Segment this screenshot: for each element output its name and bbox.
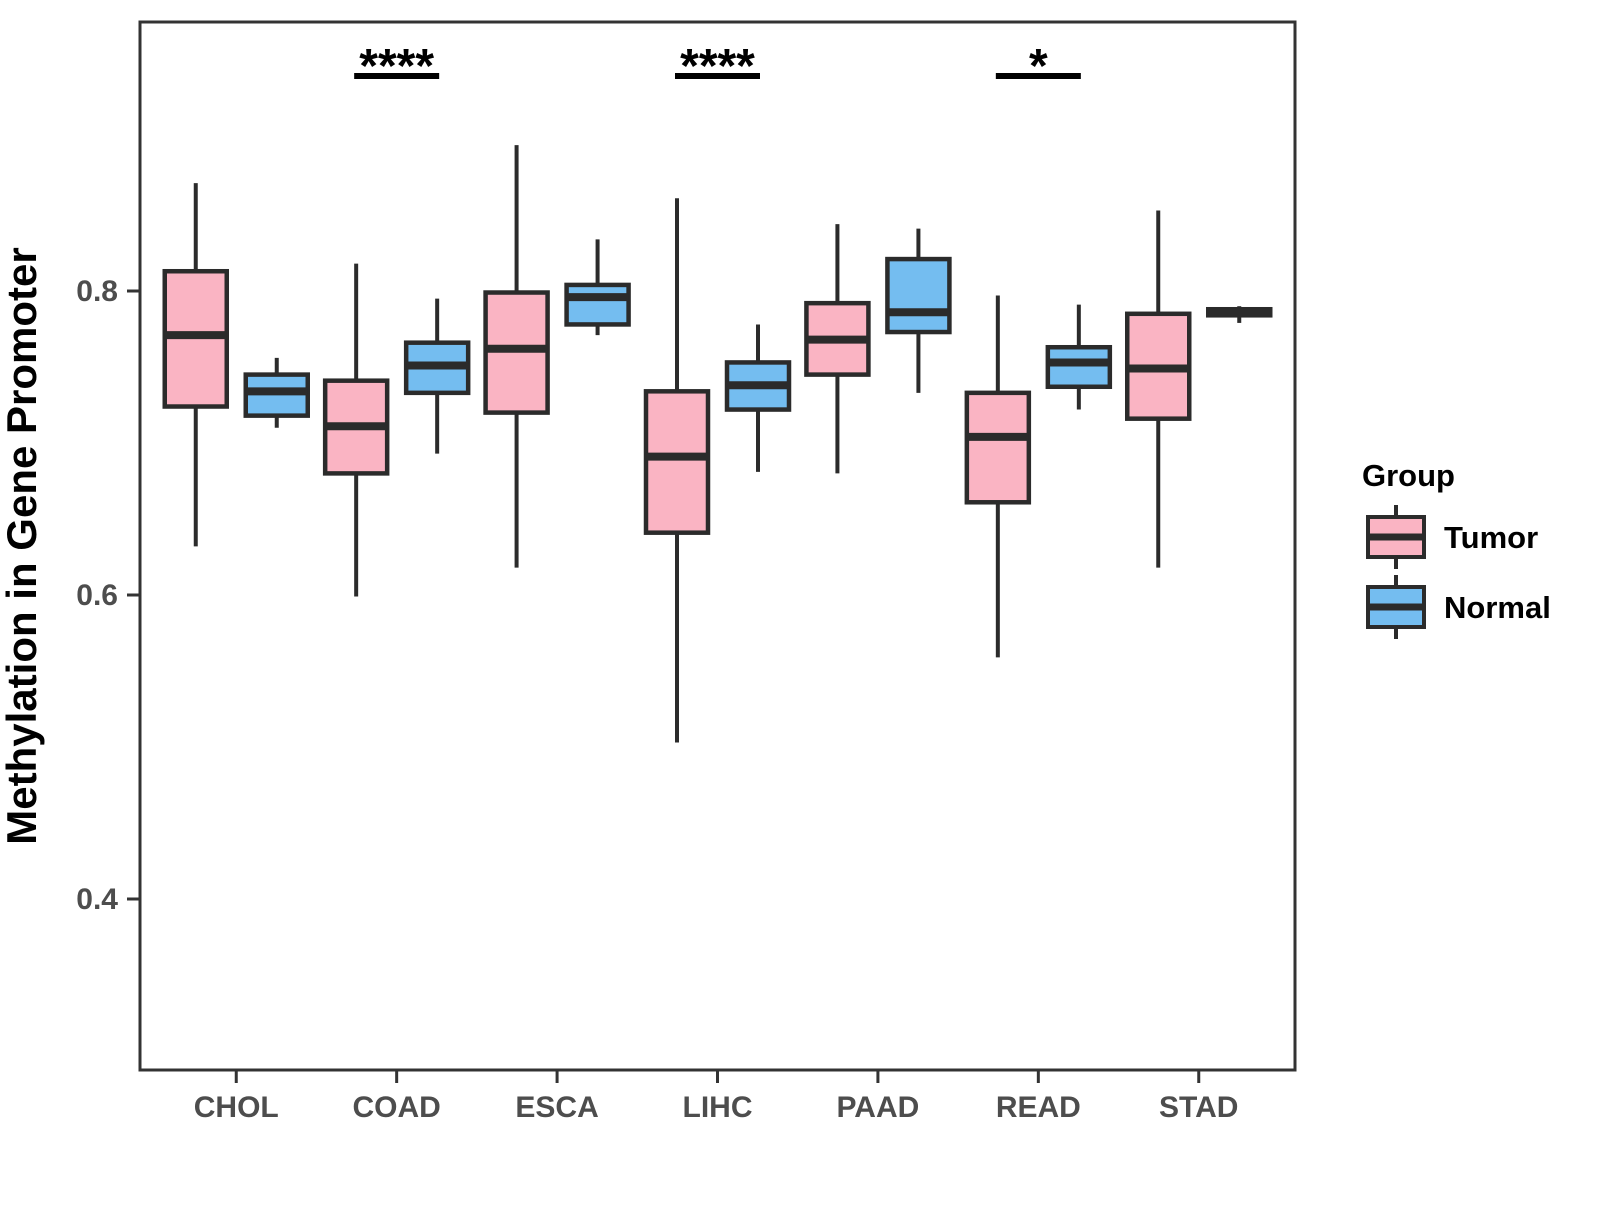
significance-label-lihc: ****: [680, 40, 755, 93]
x-axis-label-chol: CHOL: [194, 1091, 279, 1124]
legend-item-tumor-label: Tumor: [1444, 520, 1538, 555]
y-axis-tick-label: 0.6: [76, 579, 118, 612]
legend-item-normal-label: Normal: [1444, 590, 1551, 625]
box-normal-esca: [564, 282, 631, 327]
significance-label-coad: ****: [359, 40, 434, 93]
x-axis-label-lihc: LIHC: [683, 1091, 753, 1124]
significance-bar-read: [995, 73, 1081, 79]
box-normal-read: [1045, 344, 1113, 390]
x-axis-label-esca: ESCA: [515, 1091, 598, 1124]
x-axis-label-stad: STAD: [1159, 1091, 1238, 1124]
significance-bar-coad: [354, 73, 440, 79]
legend-title: Group: [1362, 458, 1455, 493]
y-axis-tick-label: 0.8: [76, 275, 118, 308]
y-axis-title: Methylation in Gene Promoter: [0, 247, 45, 844]
x-axis-label-coad: COAD: [352, 1091, 440, 1124]
box-tumor-lihc: [643, 389, 711, 535]
x-axis-label-paad: PAAD: [837, 1091, 920, 1124]
x-axis-label-read: READ: [996, 1091, 1081, 1124]
significance-bar-lihc: [675, 73, 760, 79]
significance-label-read: *: [1029, 40, 1048, 93]
y-axis-tick-label: 0.4: [76, 883, 118, 916]
box-tumor-read: [964, 390, 1032, 505]
box-normal-paad: [885, 256, 952, 335]
